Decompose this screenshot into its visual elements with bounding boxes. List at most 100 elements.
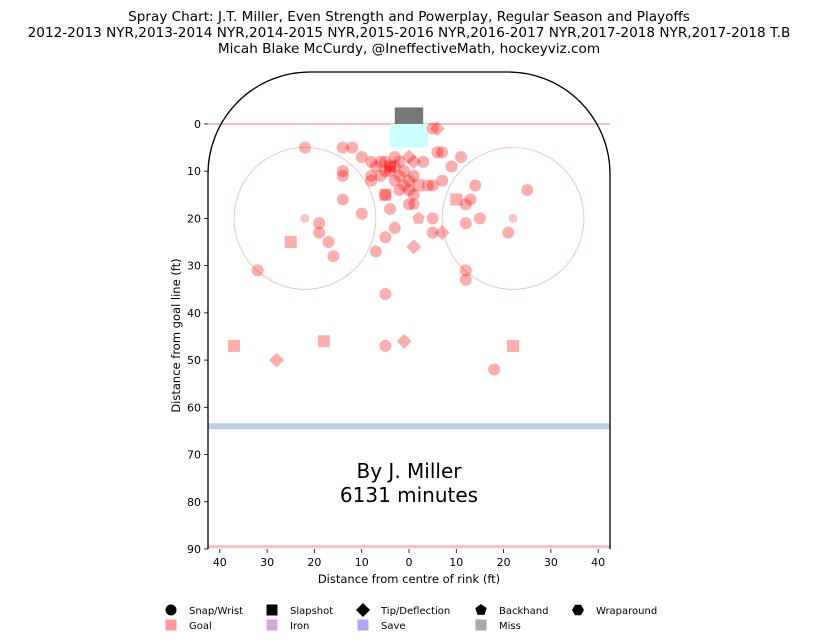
shot-marker — [445, 160, 458, 173]
legend-shot-type-label: Backhand — [499, 606, 548, 617]
shot-marker — [313, 226, 326, 239]
y-tick-label: 70 — [187, 449, 201, 462]
shot-marker — [346, 141, 359, 154]
chart-title-line-1: Spray Chart: J.T. Miller, Even Strength … — [128, 9, 690, 25]
shot-marker — [407, 188, 420, 201]
shot-marker — [379, 188, 392, 201]
shot-marker — [313, 217, 326, 230]
shot-marker — [379, 165, 392, 178]
shot-marker — [426, 212, 439, 225]
shot-marker — [406, 154, 422, 170]
shot-marker — [406, 239, 422, 255]
axes: 0 10 20 30 40 50 60 70 80 90 40 30 20 10 0 10 20 30 40 Dist… — [169, 118, 605, 586]
x-tick-label: 20 — [497, 556, 511, 569]
y-tick-label: 0 — [194, 118, 201, 131]
shot-marker — [393, 169, 406, 182]
shot-marker — [429, 121, 445, 137]
legend-shot-type-label: Wraparound — [596, 606, 657, 617]
y-tick-label: 90 — [187, 543, 201, 556]
legend-result-swatch — [266, 619, 278, 631]
chart-title-line-3: Micah Blake McCurdy, @IneffectiveMath, h… — [217, 41, 601, 57]
shot-marker — [469, 179, 482, 192]
shot-marker — [403, 184, 415, 197]
shot-marker — [417, 155, 430, 168]
rink — [207, 71, 611, 549]
shot-marker — [388, 160, 401, 173]
y-axis-label: Distance from goal line (ft) — [169, 258, 183, 412]
shot-marker — [434, 225, 450, 241]
legend-result-swatch — [475, 619, 487, 631]
shot-marker — [426, 226, 439, 239]
shot-marker — [450, 193, 463, 206]
shot-marker — [269, 352, 285, 368]
legend-slapshot-marker — [266, 604, 278, 616]
y-tick-label: 50 — [187, 354, 201, 367]
shot-marker — [355, 151, 368, 164]
shot-marker — [379, 231, 392, 244]
shot-marker — [398, 179, 411, 192]
x-tick-label: 0 — [406, 556, 413, 569]
shot-marker — [426, 179, 439, 192]
shot-marker — [322, 236, 335, 249]
shot-marker — [369, 160, 382, 173]
shot-marker — [407, 169, 420, 182]
legend-result-label: Goal — [189, 621, 212, 632]
shot-marker — [384, 160, 397, 173]
x-tick-label: 40 — [591, 556, 605, 569]
shot-marker — [459, 217, 472, 230]
shot-marker — [459, 198, 472, 211]
shot-marker — [336, 141, 349, 154]
x-tick-label: 40 — [213, 556, 227, 569]
annotation-player: By J. Miller — [357, 459, 463, 483]
shot-marker — [502, 226, 515, 239]
shot-marker — [455, 151, 468, 164]
shot-marker — [384, 165, 397, 178]
shot-marker — [336, 169, 349, 182]
x-tick-label: 10 — [355, 556, 369, 569]
shot-marker — [379, 188, 392, 201]
shot-marker — [521, 184, 534, 197]
shot-marker — [412, 211, 425, 224]
shot-marker — [459, 273, 472, 286]
legend-result-label: Save — [381, 621, 406, 632]
shot-marker — [388, 174, 401, 187]
faceoff-dot-2 — [508, 213, 518, 223]
chart-title-line-2: 2012-2013 NYR,2013-2014 NYR,2014-2015 NY… — [27, 25, 791, 41]
goal-net — [394, 107, 424, 124]
shot-marker — [384, 202, 397, 215]
legend-shot-type-label: Snap/Wrist — [189, 606, 243, 617]
shot-marker — [298, 141, 311, 154]
y-tick-label: 80 — [187, 496, 201, 509]
shot-marker — [407, 197, 420, 210]
y-tick-label: 60 — [187, 401, 201, 414]
x-tick-label: 30 — [260, 556, 274, 569]
legend-result-swatch — [357, 619, 369, 631]
legend-result-label: Iron — [290, 621, 309, 632]
shot-marker — [426, 122, 439, 135]
shot-marker — [412, 179, 425, 192]
legend-shot-type-label: Tip/Deflection — [380, 606, 450, 617]
shot-marker — [327, 250, 340, 263]
shot-marker — [388, 221, 401, 234]
shot-marker — [464, 193, 477, 206]
shot-marker — [355, 207, 368, 220]
x-tick-label: 30 — [544, 556, 558, 569]
shot-marker — [396, 333, 412, 349]
shot-marker — [436, 174, 449, 187]
shot-marker — [336, 165, 349, 178]
legend-tip-marker — [356, 603, 370, 617]
shot-marker — [379, 287, 392, 300]
y-tick-label: 10 — [187, 165, 201, 178]
faceoff-circle-1 — [233, 147, 377, 290]
shot-marker — [393, 184, 406, 197]
legend-wraparound-marker — [572, 604, 584, 616]
y-tick-label: 30 — [187, 260, 201, 273]
shot-marker — [459, 264, 472, 277]
shot-marker — [388, 151, 401, 164]
x-tick-label: 10 — [449, 556, 463, 569]
shot-marker — [403, 198, 415, 211]
shot-marker — [488, 363, 501, 376]
legend-result-label: Miss — [499, 621, 521, 632]
y-tick-label: 40 — [187, 307, 201, 320]
